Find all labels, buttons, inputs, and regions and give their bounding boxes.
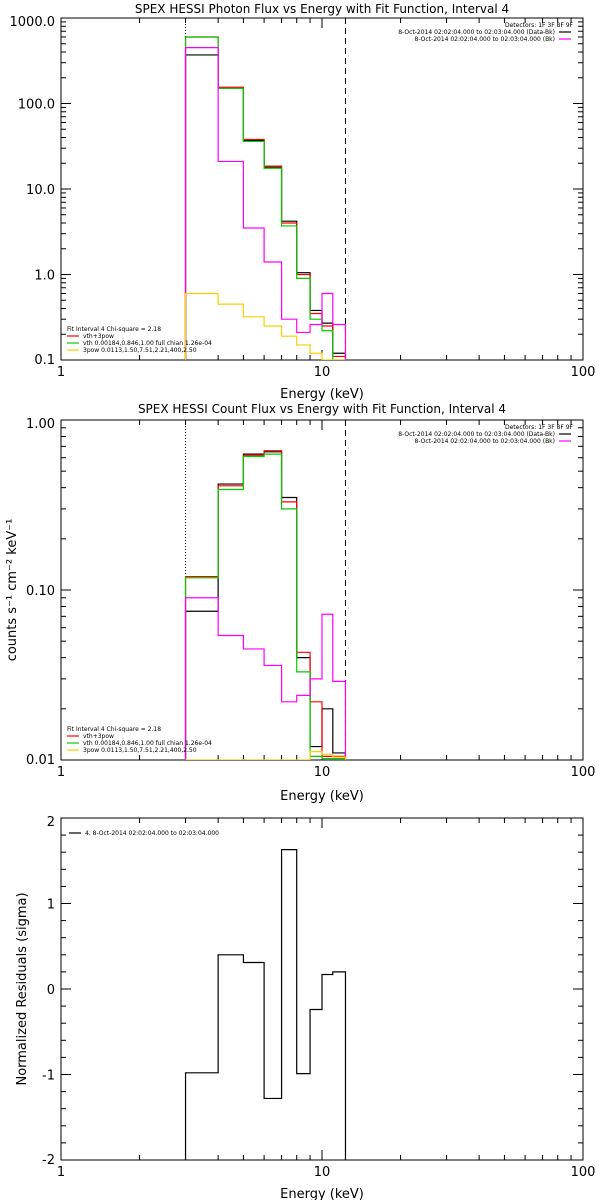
y-tick-label: 0 [47,983,55,998]
x-tick-label: 10 [314,765,331,780]
y-tick-label: 1000.0 [10,15,56,30]
fit-legend-text: vth+3pow [83,733,114,740]
x-tick-label: 10 [314,1165,331,1180]
series-line-3pow [184,292,346,360]
y-tick-label: 0.1 [34,353,55,368]
info-legend-text: Detectors: 1F 3F 8F 9F [505,424,574,431]
x-axis-title: Energy (keV) [280,387,364,402]
y-tick-label: 0.10 [26,584,55,599]
fit-legend-title: Fit Interval 4 Chi-square = 2.18 [67,726,161,733]
series-line-bk [184,47,347,360]
info-legend-text: 8-Oct-2014 02:02:04.000 to 02:03:04.000 … [398,29,555,36]
fit-legend-text: vth+3pow [83,333,114,340]
series-line-3pow [185,751,347,760]
x-tick-label: 1 [57,1165,65,1180]
y-tick-label: 1.00 [26,417,55,432]
x-tick-label: 100 [571,1165,596,1180]
y-tick-label: 1.0 [34,269,55,284]
y-tick-label: -1 [42,1069,55,1084]
x-tick-label: 1 [57,765,65,780]
x-axis-title: Energy (keV) [280,789,364,804]
x-axis-title: Energy (keV) [280,1187,364,1200]
chart-panel-3: 1 10 100 -2 -1 0 1 2 Energy (keV) Normalized Resi… [15,815,595,1200]
x-tick-label: 1 [57,365,65,380]
fit-legend-text: vth 0.00184,0.846,1.00 full chian 1.26e-… [83,340,212,347]
y-tick-label: 1 [47,898,55,913]
y-tick-label: -2 [42,1153,55,1168]
fit-legend-text: 3pow 0.0113,1.50,7.51,2.21,400,2.50 [83,347,197,354]
info-legend-text: 8-Oct-2014 02:02:04.000 to 02:03:04.000 … [415,36,556,43]
series-line-residuals [184,849,347,1160]
y-axis-title: counts s⁻¹ cm⁻² keV⁻¹ [5,519,20,662]
series-line-vth-3pow [184,450,347,760]
chart-panel-2: SPEX HESSI Count Flux vs Energy with Fit… [5,402,595,804]
x-tick-label: 100 [571,365,596,380]
x-tick-label: 100 [571,765,596,780]
series-line-data-bk [184,451,347,760]
series-line-vth-3pow [184,36,347,360]
y-tick-label: 0.01 [26,753,55,768]
y-axis-title: Normalized Residuals (sigma) [15,892,30,1085]
info-legend-text: Detectors: 1F 3F 8F 9F [505,22,574,29]
fit-legend-text: 3pow 0.0113,1.50,7.51,2.21,400,2.50 [83,747,197,754]
series-line-vth [184,453,347,760]
fit-legend-title: Fit Interval 4 Chi-square = 2.18 [67,326,161,333]
x-tick-label: 10 [314,365,331,380]
y-tick-label: 100.0 [18,98,55,113]
y-tick-label: 10.0 [26,183,55,198]
y-tick-label: 2 [47,815,55,830]
info-legend-text: 8-Oct-2014 02:02:04.000 to 02:03:04.000 … [415,438,556,445]
chart-title: SPEX HESSI Photon Flux vs Energy with Fi… [135,2,509,16]
chart-panel-1: SPEX HESSI Photon Flux vs Energy with Fi… [10,2,596,402]
fit-legend-text: vth 0.00184,0.846,1.00 full chian 1.26e-… [83,740,212,747]
info-legend-text: 8-Oct-2014 02:02:04.000 to 02:03:04.000 … [398,431,555,438]
series-line-bk [184,597,347,760]
legend-text: 4. 8-Oct-2014 02:02:04.000 to 02:03:04.0… [85,830,219,837]
chart-title: SPEX HESSI Count Flux vs Energy with Fit… [138,402,506,416]
